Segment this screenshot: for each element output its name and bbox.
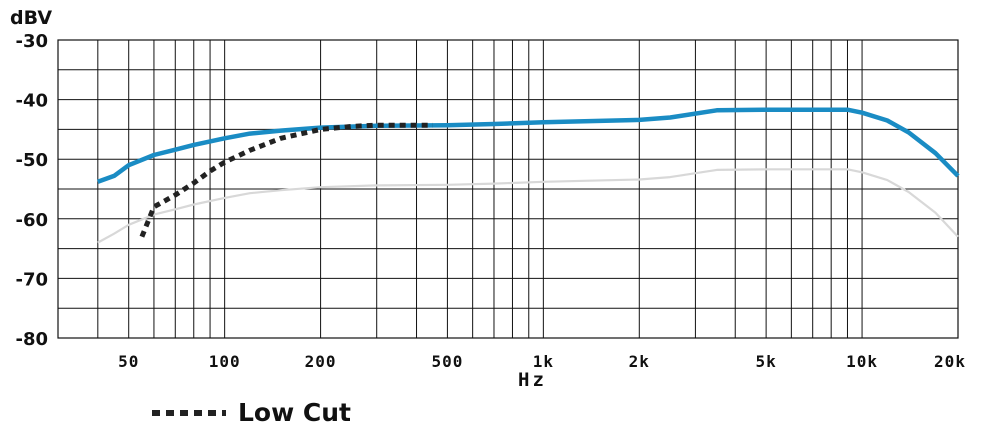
x-tick-label: 5k bbox=[755, 352, 776, 371]
x-tick-label: 50 bbox=[118, 352, 139, 371]
series-line-blue bbox=[97, 107, 960, 184]
x-axis-label: Hz bbox=[518, 369, 547, 391]
legend-swatch-low-cut bbox=[152, 409, 226, 416]
x-tick-label: 1k bbox=[533, 352, 554, 371]
x-tick-label: 10k bbox=[846, 352, 878, 371]
y-tick-labels: -30 -40 -50 -60 -70 -80 bbox=[15, 31, 48, 350]
y-tick-label: -40 bbox=[15, 91, 48, 112]
y-tick-label: -70 bbox=[15, 269, 48, 290]
y-tick-label: -80 bbox=[15, 329, 48, 350]
grid bbox=[57, 39, 959, 339]
x-tick-label: 200 bbox=[305, 352, 337, 371]
series-line-grey bbox=[97, 168, 959, 244]
x-tick-label: 20k bbox=[934, 352, 966, 371]
plot-frame bbox=[57, 39, 959, 339]
plot-border bbox=[57, 39, 959, 339]
x-tick-label: 500 bbox=[431, 352, 463, 371]
x-tick-labels: 50 100 200 500 1k 2k 5k 10k 20k bbox=[118, 352, 966, 371]
y-axis-label: dBV bbox=[10, 7, 52, 29]
x-tick-label: 2k bbox=[629, 352, 650, 371]
series-group bbox=[97, 107, 960, 244]
y-tick-label: -50 bbox=[15, 150, 48, 171]
y-tick-label: -30 bbox=[15, 31, 48, 52]
y-tick-label: -60 bbox=[15, 210, 48, 231]
series-line-low-cut bbox=[139, 122, 433, 238]
legend-label-low-cut: Low Cut bbox=[238, 398, 352, 427]
x-tick-label: 100 bbox=[209, 352, 241, 371]
legend: Low Cut bbox=[152, 398, 351, 427]
